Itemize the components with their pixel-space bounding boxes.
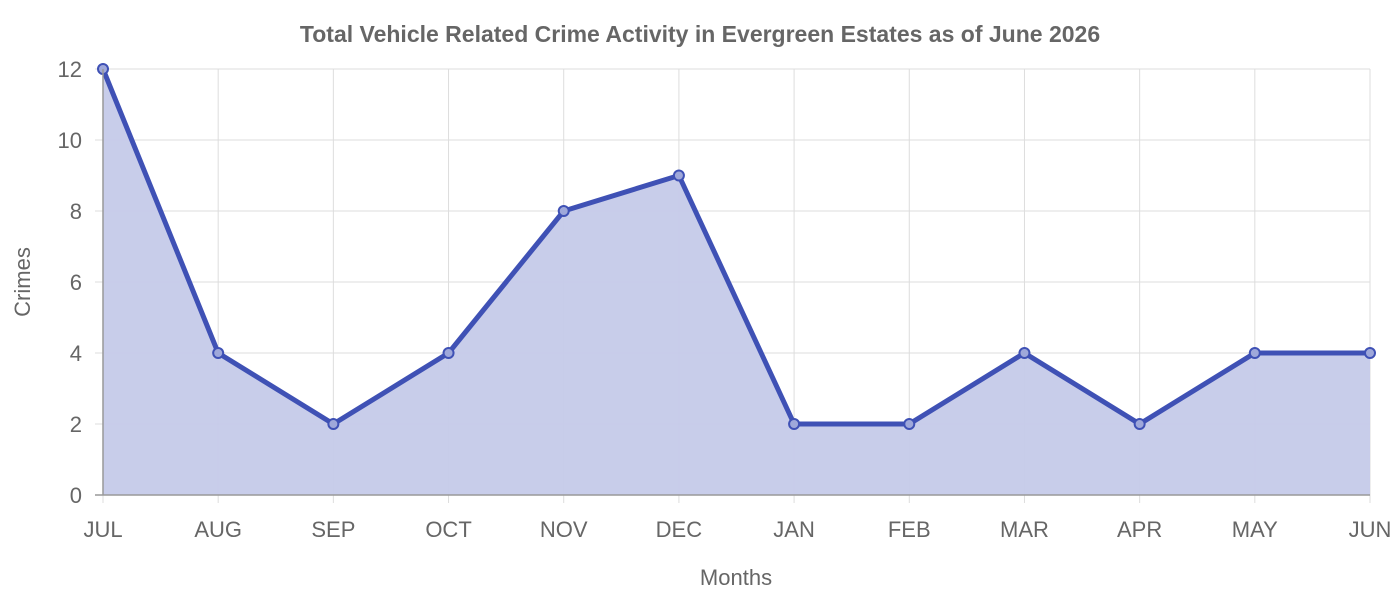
x-tick-label: MAY bbox=[1232, 517, 1278, 542]
y-tick-label: 12 bbox=[58, 57, 82, 82]
tick-labels: 0 2 4 6 8 10 12 JUL AUG SEP OCT NOV DEC JAN FEB MAR APR M… bbox=[58, 57, 1392, 542]
y-tick-label: 8 bbox=[70, 199, 82, 224]
data-point bbox=[212, 347, 225, 359]
chart-title: Total Vehicle Related Crime Activity in … bbox=[300, 21, 1100, 47]
x-tick-label: APR bbox=[1117, 517, 1162, 542]
data-point bbox=[903, 418, 916, 430]
x-tick-label: DEC bbox=[656, 517, 703, 542]
data-point bbox=[557, 205, 570, 217]
data-point bbox=[672, 169, 685, 182]
data-point bbox=[1133, 418, 1146, 430]
x-axis-title: Months bbox=[700, 565, 772, 590]
data-point bbox=[442, 347, 455, 359]
data-point bbox=[327, 418, 340, 430]
x-tick-label: SEP bbox=[311, 517, 355, 542]
x-tick-label: MAR bbox=[1000, 517, 1049, 542]
series-area-fill bbox=[103, 69, 1370, 495]
series-line bbox=[100, 66, 1373, 427]
data-point bbox=[1018, 347, 1031, 359]
x-tick-label: FEB bbox=[888, 517, 931, 542]
y-axis-title: Crimes bbox=[10, 247, 35, 317]
data-point bbox=[1248, 347, 1261, 359]
x-tick-label: OCT bbox=[425, 517, 471, 542]
y-tick-label: 2 bbox=[70, 412, 82, 437]
x-tick-label: AUG bbox=[194, 517, 242, 542]
x-tick-label: NOV bbox=[540, 517, 588, 542]
data-point bbox=[1364, 347, 1376, 359]
y-tick-label: 4 bbox=[70, 341, 82, 366]
y-tick-label: 0 bbox=[70, 483, 82, 508]
x-tick-label: JUN bbox=[1349, 517, 1392, 542]
data-point bbox=[788, 418, 801, 430]
x-tick-label: JAN bbox=[773, 517, 815, 542]
axes bbox=[95, 69, 1370, 496]
plot-area bbox=[97, 63, 1376, 495]
y-tick-label: 10 bbox=[58, 128, 82, 153]
x-tick-label: JUL bbox=[83, 517, 122, 542]
y-tick-label: 6 bbox=[70, 270, 82, 295]
